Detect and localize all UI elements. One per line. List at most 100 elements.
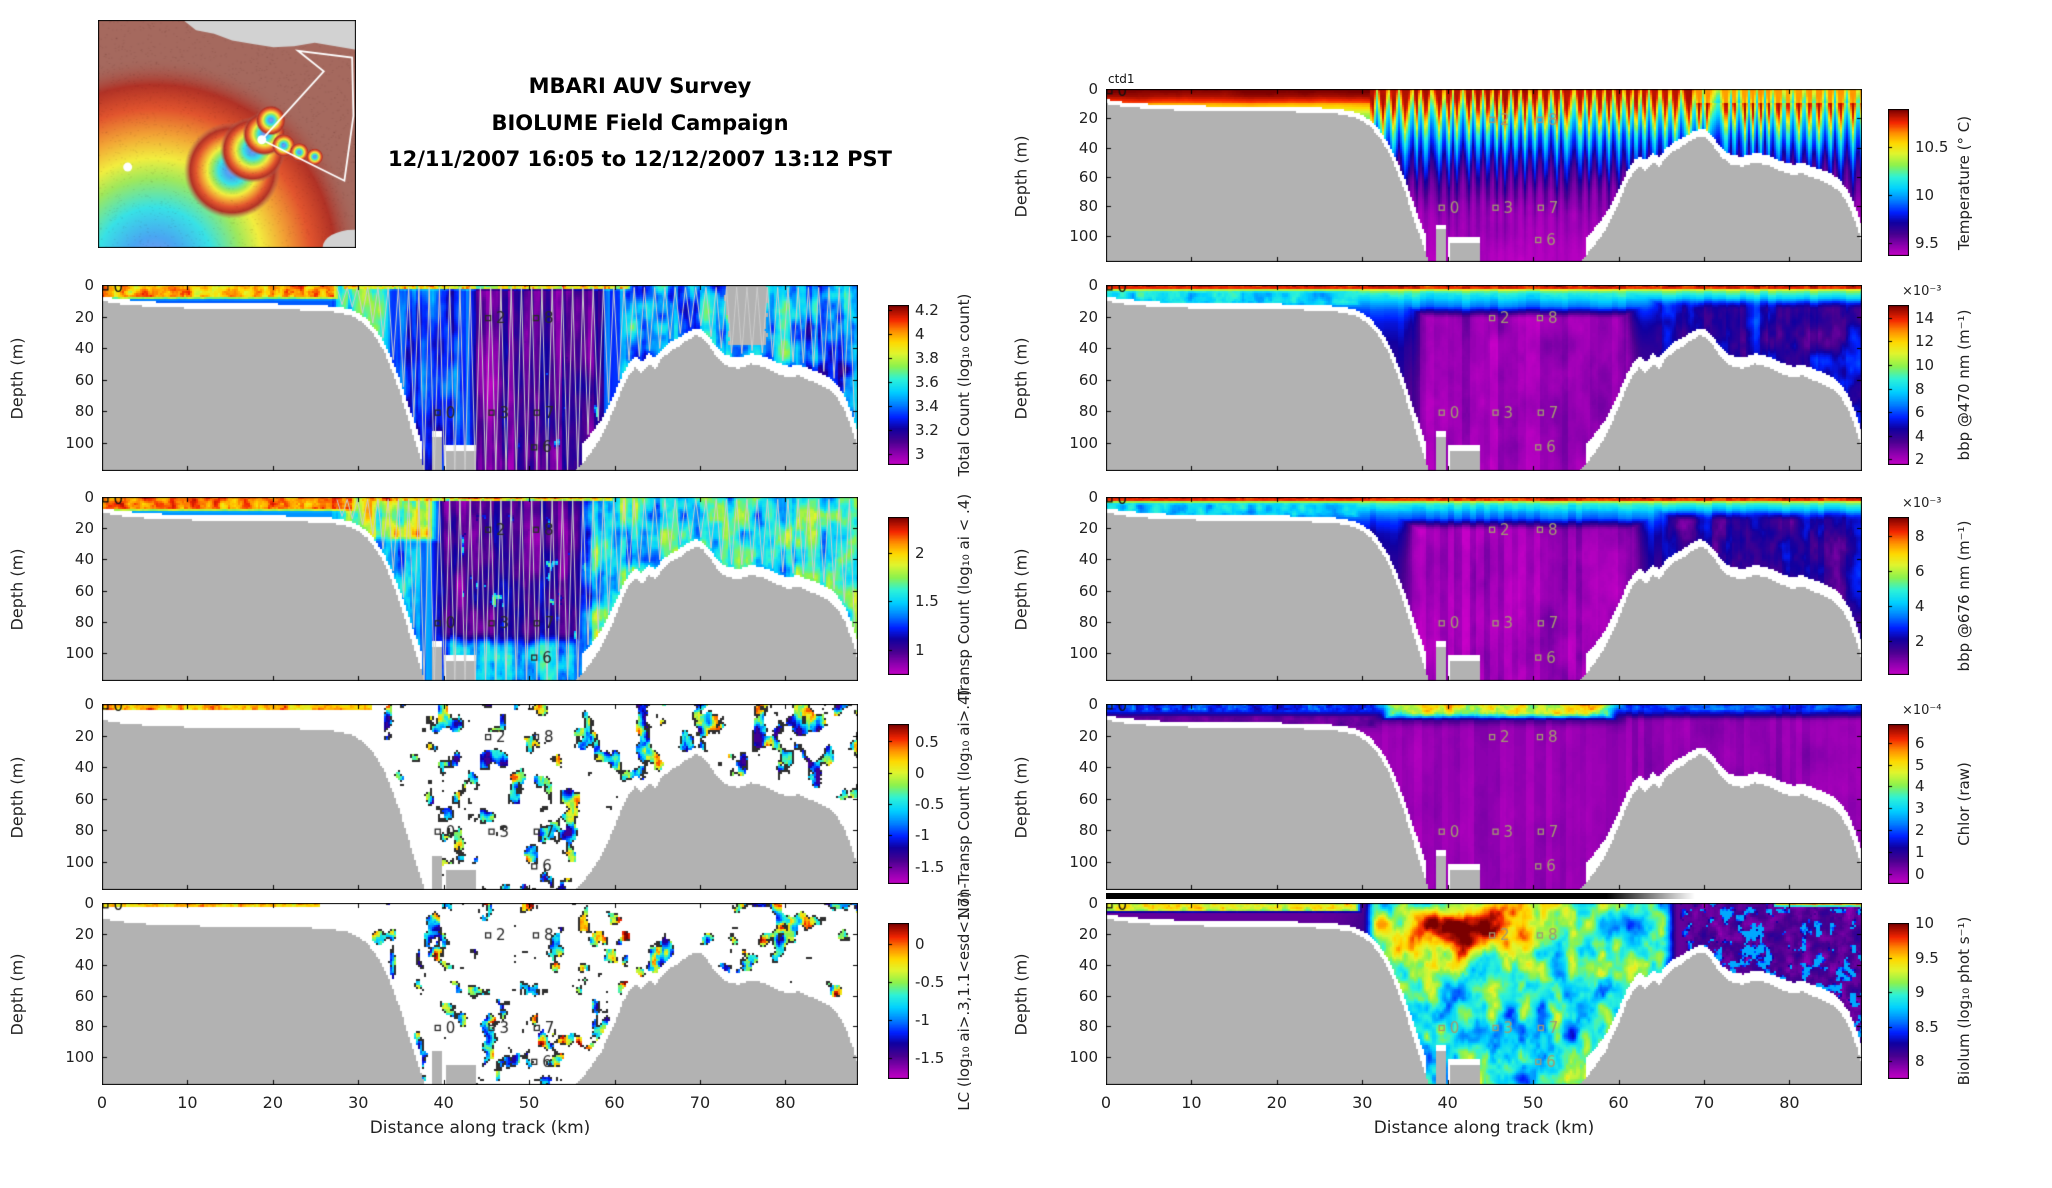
y-tick-label: 0: [84, 276, 94, 294]
colorbar-axis-label: LC (log₁₀ ai>.3,1.1<esd<1.7): [955, 891, 973, 1111]
colorbar-scale-label: ×10⁻⁴: [1902, 703, 1942, 718]
y-tick-label: 0: [1088, 695, 1098, 713]
y-tick-label: 60: [74, 581, 94, 600]
colorbar-tick-label: 9: [1915, 983, 1925, 1002]
y-tick-label: 40: [74, 758, 94, 777]
y-tick-label: 20: [74, 924, 94, 943]
x-tick-label: 80: [1779, 1093, 1800, 1112]
y-tick-label: 0: [1088, 276, 1098, 294]
x-tick-label: 0: [1100, 1093, 1112, 1112]
y-tick-label: 40: [74, 339, 94, 358]
y-tick-label: 20: [1078, 109, 1098, 128]
colorbar-tick-label: 2: [1915, 632, 1925, 651]
x-axis-label-right: Distance along track (km): [1373, 1118, 1595, 1138]
heatmap-bbp676: [1106, 497, 1862, 681]
colorbar-tick-label: 4: [1915, 597, 1925, 616]
x-tick-label: 60: [1608, 1093, 1629, 1112]
y-tick-label: 100: [65, 433, 94, 452]
colorbar-tick-label: 2: [1915, 450, 1925, 469]
colorbar-tick-label: 8: [1915, 1052, 1925, 1071]
colorbar-tick-label: 9.5: [1915, 233, 1939, 252]
y-tick-label: 100: [1069, 226, 1098, 245]
colorbar-bbp676: [1888, 517, 1909, 675]
y-tick-label: 100: [1069, 643, 1098, 662]
colorbar-tick-label: 6: [1915, 562, 1925, 581]
y-tick-label: 100: [1069, 852, 1098, 871]
x-tick-label: 20: [262, 1093, 284, 1112]
y-axis-label: Depth (m): [7, 756, 27, 839]
y-tick-label: 0: [84, 488, 94, 506]
colorbar-bbp470: [1888, 305, 1909, 465]
y-axis-label: Depth (m): [7, 953, 27, 1036]
y-axis-label: Depth (m): [1011, 756, 1031, 839]
y-tick-label: 100: [65, 643, 94, 662]
y-tick-label: 80: [74, 1017, 94, 1036]
y-tick-label: 20: [1078, 307, 1098, 326]
colorbar-tick-label: 5: [1915, 755, 1925, 774]
colorbar-tick-label: -0.5: [915, 795, 945, 813]
colorbar-tick-label: 10.5: [1915, 138, 1949, 157]
colorbar-tick-label: 0.5: [915, 732, 939, 751]
y-tick-label: 20: [1078, 519, 1098, 538]
colorbar-tick-label: 8.5: [1915, 1017, 1939, 1036]
colorbar-tick-label: 3: [1915, 799, 1925, 818]
y-tick-label: 60: [74, 789, 94, 808]
x-tick-label: 40: [433, 1093, 454, 1112]
colorbar-tick-label: 14: [1915, 308, 1935, 327]
colorbar-tick-label: 10: [1915, 185, 1935, 204]
colorbar-tick-label: 3.2: [915, 421, 939, 440]
y-tick-label: 60: [74, 370, 94, 389]
y-tick-label: 80: [1078, 612, 1098, 631]
y-axis-label: Depth (m): [7, 337, 27, 420]
colorbar-tick-label: 12: [1915, 332, 1935, 351]
y-tick-label: 40: [1078, 758, 1098, 777]
y-tick-label: 40: [1078, 955, 1098, 974]
y-tick-label: 80: [74, 612, 94, 631]
colorbar-temperature: [1888, 109, 1909, 256]
y-tick-label: 80: [74, 821, 94, 840]
y-axis-label: Depth (m): [1011, 337, 1031, 420]
colorbar-tick-label: 0: [915, 935, 925, 954]
colorbar-tick-label: 0: [915, 763, 925, 782]
y-tick-label: 80: [74, 402, 94, 421]
y-tick-label: 0: [1088, 488, 1098, 506]
heatmap-lc: [102, 903, 858, 1085]
y-tick-label: 60: [1078, 789, 1098, 808]
heatmap-nontransp_count: [102, 704, 858, 890]
colorbar-nontransp_count: [888, 724, 909, 884]
y-tick-label: 80: [1078, 821, 1098, 840]
y-tick-label: 20: [1078, 924, 1098, 943]
colorbar-tick-label: 2: [1915, 821, 1925, 840]
colorbar-tick-label: -0.5: [915, 973, 945, 992]
y-axis-label: Depth (m): [1011, 135, 1031, 217]
colorbar-total_count: [888, 305, 909, 465]
y-tick-label: 40: [1078, 138, 1098, 157]
y-tick-label: 20: [74, 519, 94, 538]
colorbar-tick-label: 6: [1915, 733, 1925, 752]
colorbar-tick-label: 4: [1915, 777, 1925, 796]
colorbar-tick-label: 6: [1915, 403, 1925, 422]
y-axis-label: Depth (m): [1011, 548, 1031, 631]
y-tick-label: 40: [74, 955, 94, 974]
x-tick-label: 80: [775, 1093, 796, 1112]
x-tick-label: 10: [1181, 1093, 1202, 1112]
ctd1-label: ctd1: [1108, 72, 1135, 86]
figure-title-line3: 12/11/2007 16:05 to 12/12/2007 13:12 PST: [387, 147, 893, 171]
heatmap-bbp470: [1106, 285, 1862, 471]
heatmap-total_count: [102, 285, 858, 471]
colorbar-tick-label: 1: [1915, 843, 1925, 862]
colorbar-tick-label: -1: [915, 826, 930, 845]
y-tick-label: 60: [1078, 986, 1098, 1005]
colorbar-tick-label: 0: [1915, 865, 1925, 884]
x-tick-label: 70: [1693, 1093, 1715, 1112]
x-tick-label: 30: [348, 1093, 369, 1112]
colorbar-tick-label: 8: [1915, 527, 1925, 546]
colorbar-tick-label: 3.8: [915, 348, 939, 367]
y-tick-label: 80: [1078, 1017, 1098, 1036]
x-tick-label: 40: [1437, 1093, 1458, 1112]
y-tick-label: 0: [1088, 80, 1098, 98]
colorbar-tick-label: 3.4: [915, 397, 939, 416]
figure-title-line1: MBARI AUV Survey: [528, 74, 752, 98]
y-tick-label: 0: [84, 894, 94, 912]
y-tick-label: 0: [84, 695, 94, 713]
